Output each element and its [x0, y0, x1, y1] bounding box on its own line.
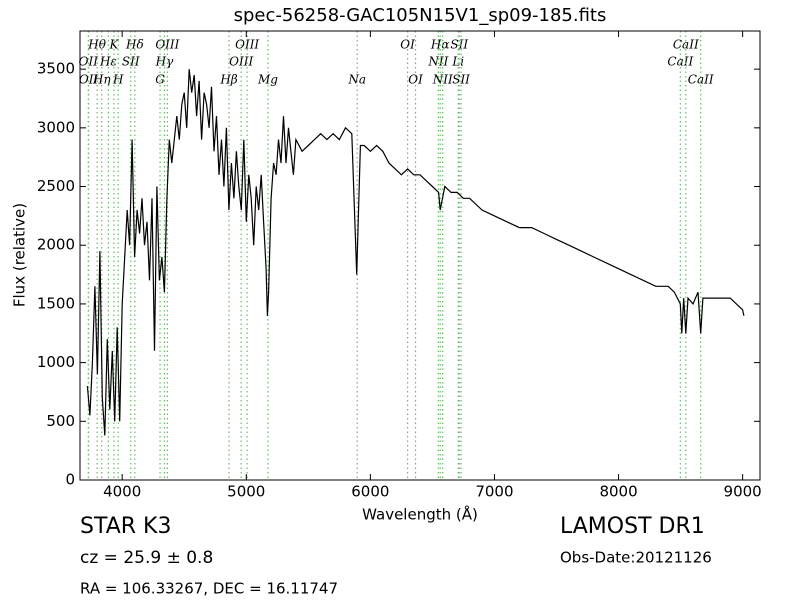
spectral-line-label: Hα	[430, 38, 450, 52]
spectral-line-label: Hδ	[125, 38, 144, 52]
x-axis-label: Wavelength (Å)	[362, 505, 478, 524]
spectral-line-label: CaII	[688, 73, 714, 87]
y-tick-label: 1000	[37, 353, 75, 371]
x-tick-label: 5000	[227, 483, 265, 501]
y-tick-label: 1500	[37, 294, 75, 312]
spectral-line-label: Hε	[99, 55, 117, 69]
x-tick-label: 6000	[351, 483, 389, 501]
spectral-line-label: CaII	[667, 55, 693, 69]
spectral-line-label: SII	[450, 38, 468, 52]
obs-date: Obs-Date:20121126	[560, 549, 712, 567]
x-tick-label: 8000	[599, 483, 637, 501]
spectral-line-label: OII	[79, 73, 99, 87]
y-axis-label: Flux (relative)	[11, 203, 29, 307]
spectral-line-label: G	[155, 73, 165, 87]
spectral-line-label: Na	[347, 73, 366, 87]
spectral-line-label: Mg	[257, 73, 278, 87]
spectral-line-label: OIII	[229, 55, 253, 69]
spectrum	[86, 69, 745, 436]
x-tick-label: 4000	[103, 483, 141, 501]
spectral-line-label: OIII	[235, 38, 259, 52]
spectral-line-label: Hθ	[87, 38, 106, 52]
chart-title: spec-56258-GAC105N15V1_sp09-185.fits	[234, 5, 607, 26]
star-class: STAR K3	[80, 514, 171, 539]
x-tick-label: 7000	[475, 483, 513, 501]
spectral-line-label: K	[109, 38, 120, 52]
y-tick-label: 2000	[37, 236, 75, 254]
spectral-line-label: SII	[122, 55, 140, 69]
spectral-line-label: Hη	[92, 73, 111, 87]
spectral-line-label: Hβ	[219, 73, 237, 87]
spectral-line-label: H	[112, 73, 124, 87]
x-tick-label: 9000	[724, 483, 762, 501]
spectral-line-label: SII	[452, 73, 470, 87]
y-tick-label: 500	[46, 412, 75, 430]
spectral-line-label: OI	[408, 73, 423, 87]
spectral-line-label: Hγ	[155, 55, 174, 69]
spectral-line-label: OI	[400, 38, 415, 52]
spectral-line-label: Li	[451, 55, 464, 69]
y-tick-label: 2500	[37, 177, 75, 195]
spectral-line-label: NII	[427, 55, 448, 69]
plot-frame	[79, 30, 761, 481]
spectral-line-label: CaII	[673, 38, 699, 52]
coordinates: RA = 106.33267, DEC = 16.11747	[80, 580, 338, 598]
y-tick-label: 0	[65, 471, 75, 489]
survey: LAMOST DR1	[560, 514, 705, 539]
redshift: cz = 25.9 ± 0.8	[80, 548, 213, 568]
y-tick-label: 3000	[37, 118, 75, 136]
y-tick-label: 3500	[37, 60, 75, 78]
spectral-line-label: OIII	[155, 38, 179, 52]
spectral-line-label: OII	[79, 55, 99, 69]
spectral-line-label: NII	[432, 73, 453, 87]
